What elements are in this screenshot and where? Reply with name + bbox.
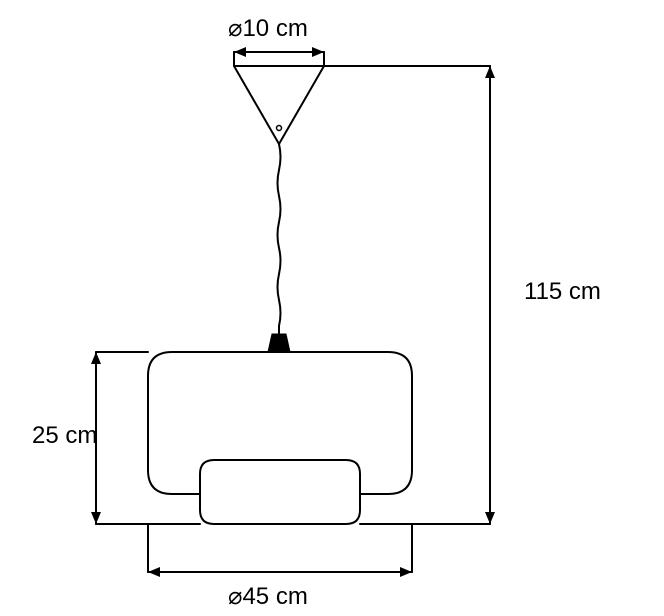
dim-total-height-label: 115 cm bbox=[524, 278, 601, 306]
dim-shade-height-label: 25 cm bbox=[32, 422, 97, 450]
diagram-stage: ⌀10 cm ⌀45 cm 25 cm 115 cm bbox=[0, 0, 664, 616]
dim-top-width-label: ⌀10 cm bbox=[228, 14, 308, 43]
dim-bottom-width-label: ⌀45 cm bbox=[228, 582, 308, 611]
diagram-svg bbox=[0, 0, 664, 616]
